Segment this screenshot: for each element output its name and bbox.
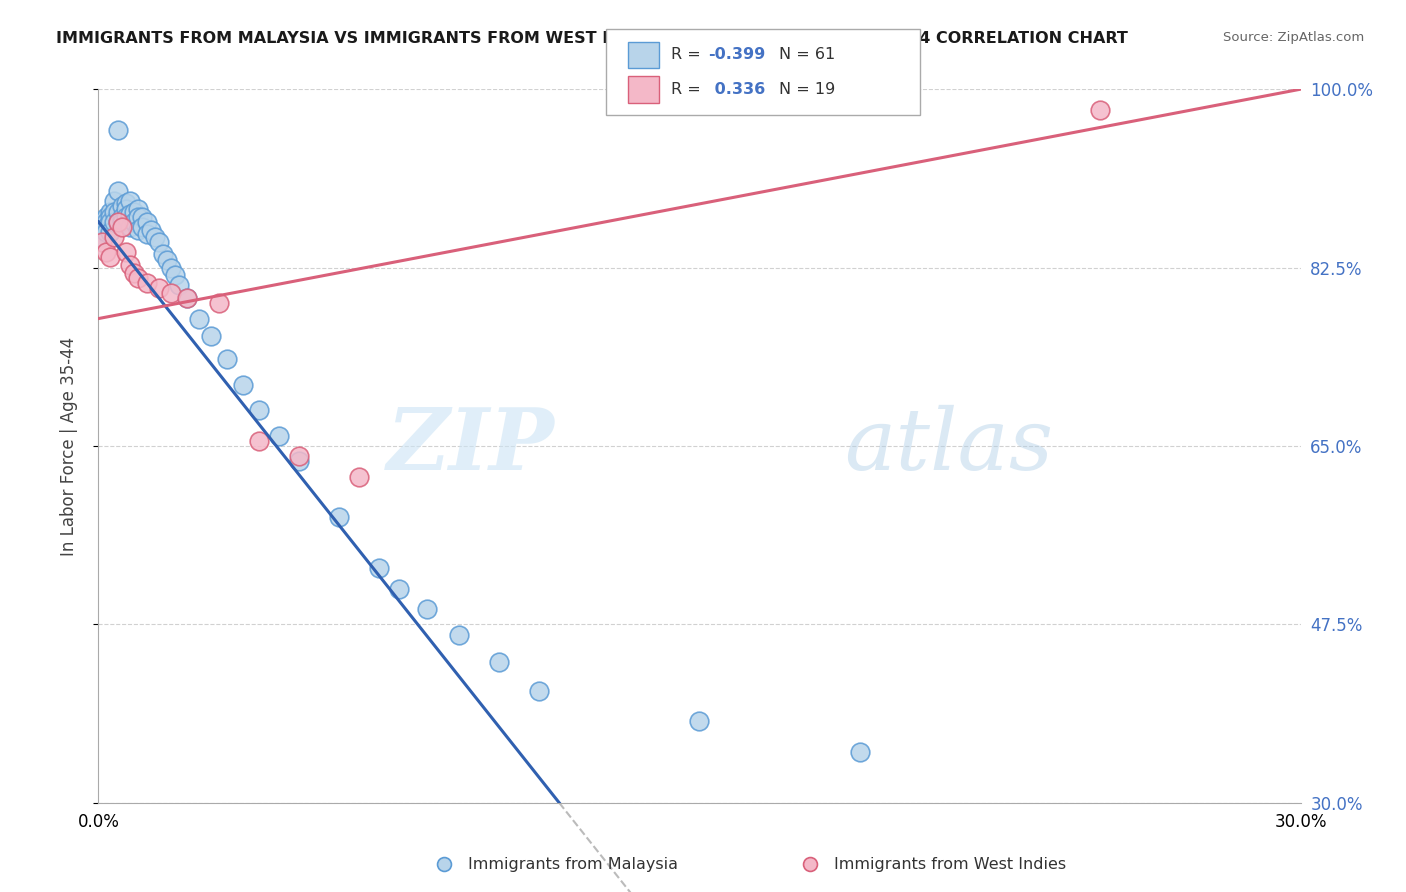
Text: Source: ZipAtlas.com: Source: ZipAtlas.com [1223, 31, 1364, 45]
Point [488, 655, 510, 669]
Text: R =: R = [671, 47, 706, 62]
Point [247, 403, 270, 417]
Point [103, 230, 125, 244]
Point [176, 291, 198, 305]
Point [115, 196, 138, 211]
Point [328, 510, 350, 524]
Point [115, 210, 138, 224]
Point [124, 204, 146, 219]
Point [100, 251, 122, 265]
Point [103, 194, 125, 209]
Point [135, 215, 157, 229]
Point [159, 260, 181, 275]
Point [100, 225, 122, 239]
Point [288, 449, 311, 463]
Point [388, 582, 411, 596]
Point [96, 215, 118, 229]
Point [124, 266, 146, 280]
Text: Immigrants from Malaysia: Immigrants from Malaysia [468, 857, 678, 871]
Point [447, 627, 470, 641]
Point [148, 281, 170, 295]
Point [215, 352, 238, 367]
Text: Immigrants from West Indies: Immigrants from West Indies [834, 857, 1066, 871]
Point [433, 857, 456, 871]
Point [232, 377, 254, 392]
Point [100, 215, 122, 229]
Point [159, 286, 181, 301]
Point [200, 329, 222, 343]
Point [96, 225, 118, 239]
Point [148, 235, 170, 249]
Point [163, 268, 186, 282]
Point [120, 258, 142, 272]
Point [267, 429, 290, 443]
Text: 0.336: 0.336 [709, 82, 765, 97]
Point [91, 230, 114, 244]
Point [120, 206, 142, 220]
Text: N = 19: N = 19 [779, 82, 835, 97]
Point [799, 857, 821, 871]
Point [91, 235, 114, 249]
Point [416, 602, 439, 616]
Point [139, 223, 162, 237]
Text: R =: R = [671, 82, 706, 97]
Point [124, 215, 146, 229]
Point [128, 270, 150, 285]
Text: N = 61: N = 61 [779, 47, 835, 62]
Point [103, 204, 125, 219]
Text: ZIP: ZIP [388, 404, 555, 488]
Point [208, 296, 231, 310]
Point [143, 230, 166, 244]
Text: -0.399: -0.399 [709, 47, 766, 62]
Point [111, 210, 134, 224]
Point [111, 215, 134, 229]
Point [128, 223, 150, 237]
Point [111, 219, 134, 234]
Point [120, 194, 142, 209]
Point [111, 199, 134, 213]
Point [849, 745, 872, 759]
Point [187, 311, 209, 326]
Point [176, 291, 198, 305]
Point [96, 219, 118, 234]
Point [100, 210, 122, 224]
Y-axis label: In Labor Force | Age 35-44: In Labor Force | Age 35-44 [59, 336, 77, 556]
Point [91, 215, 114, 229]
Point [368, 561, 391, 575]
Text: IMMIGRANTS FROM MALAYSIA VS IMMIGRANTS FROM WEST INDIES IN LABOR FORCE | AGE 35-: IMMIGRANTS FROM MALAYSIA VS IMMIGRANTS F… [56, 31, 1128, 47]
Point [135, 276, 157, 290]
Point [107, 215, 129, 229]
Point [1088, 103, 1111, 117]
Point [107, 204, 129, 219]
Point [107, 215, 129, 229]
Point [120, 219, 142, 234]
Point [167, 277, 190, 292]
Point [96, 245, 118, 260]
Point [247, 434, 270, 448]
Point [131, 219, 153, 234]
Point [103, 215, 125, 229]
Point [107, 184, 129, 198]
Point [128, 210, 150, 224]
Point [135, 227, 157, 241]
Point [96, 210, 118, 224]
Point [347, 469, 370, 483]
Point [689, 714, 711, 729]
Text: atlas: atlas [844, 405, 1053, 487]
Point [100, 204, 122, 219]
Point [128, 202, 150, 217]
Point [529, 683, 551, 698]
Point [288, 454, 311, 468]
Point [155, 253, 177, 268]
Point [131, 210, 153, 224]
Point [91, 225, 114, 239]
Point [107, 123, 129, 137]
Point [115, 245, 138, 260]
Point [115, 202, 138, 217]
Point [152, 247, 174, 261]
